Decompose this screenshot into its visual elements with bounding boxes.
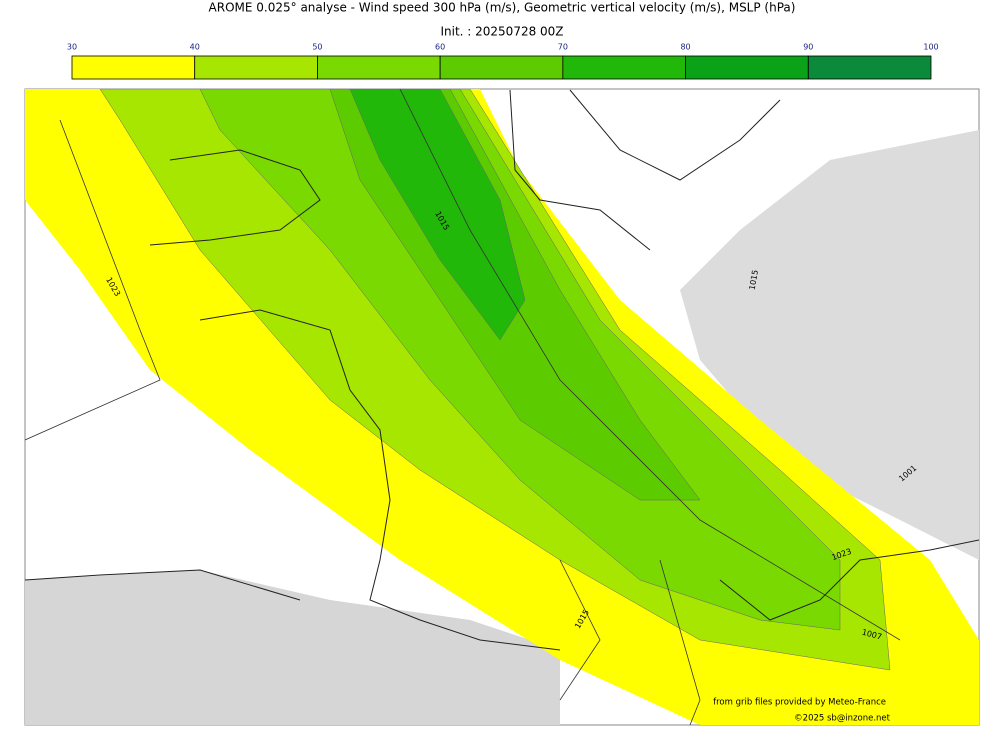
colorbar-tick-label: 100 — [923, 43, 938, 52]
colorbar: 30 40 50 60 70 80 90 100 — [67, 43, 939, 80]
colorbar-band — [807, 55, 932, 80]
colorbar-band — [685, 55, 809, 80]
title: AROME 0.025° analyse - Wind speed 300 hP… — [209, 1, 796, 15]
terrain — [25, 570, 560, 725]
terrain — [680, 130, 979, 560]
colorbar-band — [317, 55, 441, 80]
colorbar-band — [562, 55, 686, 80]
colorbar-tick-label: 50 — [312, 43, 322, 52]
wind-band — [349, 89, 526, 341]
colorbar-tick-label: 40 — [190, 43, 200, 52]
init-time: Init. : 20250728 00Z — [440, 25, 563, 39]
colorbar-tick-label: 70 — [558, 43, 568, 52]
colorbar-tick-label: 90 — [803, 43, 813, 52]
colorbar-tick-label: 80 — [680, 43, 690, 52]
colorbar-band — [194, 55, 318, 80]
contour-label: 1015 — [748, 269, 760, 291]
colorbar-tick-label: 30 — [67, 43, 77, 52]
map: 1023 1015 1015 1001 1023 1015 1007 from … — [24, 88, 980, 726]
isobars — [25, 89, 901, 725]
coastlines — [25, 89, 979, 651]
copyright: ©2025 sb@inzone.net — [794, 714, 891, 724]
credit: from grib files provided by Meteo-France — [713, 698, 886, 708]
colorbar-band — [71, 55, 196, 80]
colorbar-tick-label: 60 — [435, 43, 445, 52]
colorbar-band — [439, 55, 564, 80]
